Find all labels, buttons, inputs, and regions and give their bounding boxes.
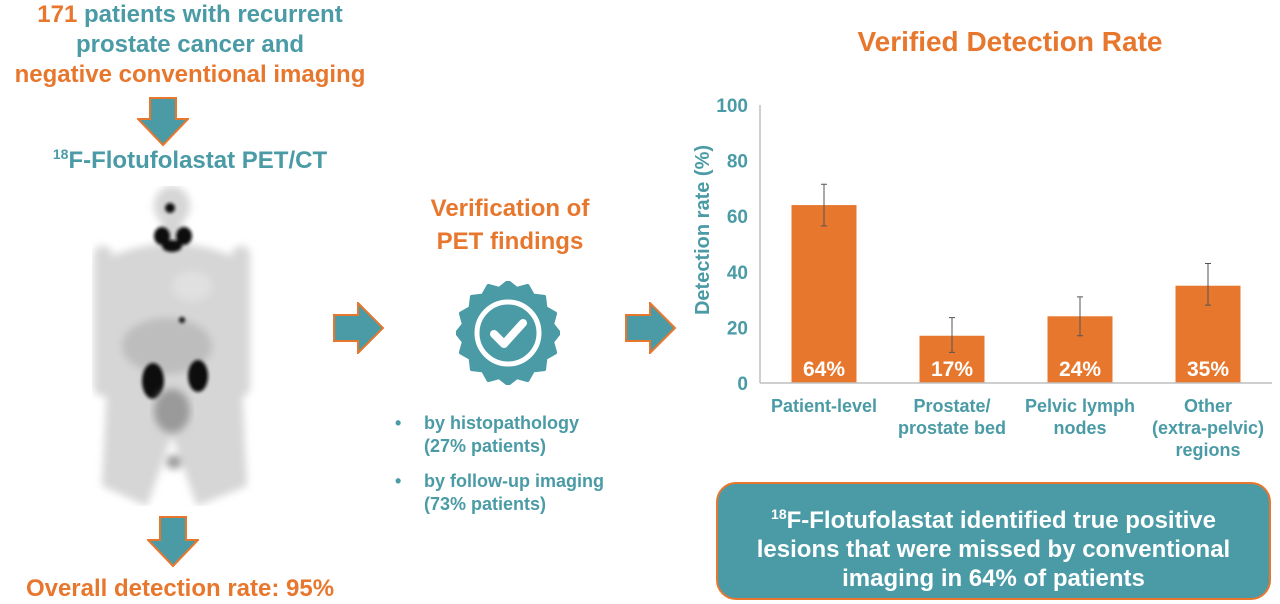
bar-value-label: 17% xyxy=(931,358,973,381)
arrow-down-icon xyxy=(137,97,189,147)
summary-line2: lesions that were missed by conventional xyxy=(756,536,1231,563)
y-tick-label: 80 xyxy=(727,152,748,173)
pet-title: 18F-Flotufolastat PET/CT xyxy=(20,146,360,175)
arrow-right-icon xyxy=(333,302,385,354)
verified-badge-icon xyxy=(456,281,560,385)
chart-title: Verified Detection Rate xyxy=(857,26,1163,57)
patient-count: 171 xyxy=(37,1,78,28)
bullet-dot: • xyxy=(395,471,402,491)
bullet-text-line2: (27% patients) xyxy=(424,436,547,456)
x-category-label: Pelvic lymph nodes xyxy=(1024,396,1136,438)
y-tick-label: 100 xyxy=(716,96,748,117)
bullet-text-line1: by follow-up imaging xyxy=(424,471,604,491)
bar xyxy=(791,205,857,383)
y-tick-label: 0 xyxy=(737,374,748,390)
intro-line2: prostate cancer and xyxy=(75,31,305,58)
bar-value-label: 35% xyxy=(1187,358,1229,381)
bullet-text-line2: (73% patients) xyxy=(424,494,547,514)
intro-line1: patients with recurrent xyxy=(77,1,343,28)
pet-scan-image xyxy=(94,186,250,506)
checkmark-icon xyxy=(490,319,527,348)
detection-rate-chart: Detection rate (%) 0 20 40 60 80 100 64% 17% 24… xyxy=(692,96,1272,390)
verification-title: Verification of PET findings xyxy=(395,192,625,258)
error-bar xyxy=(1077,296,1083,337)
x-category-label: Prostate/prostate bed xyxy=(897,396,1007,438)
bullet-follow-up: • by follow-up imaging (73% patients) xyxy=(395,470,655,520)
arrow-right-icon xyxy=(625,302,677,354)
arrow-down-icon xyxy=(147,516,199,568)
bar-value-label: 24% xyxy=(1059,358,1101,381)
y-tick-label: 60 xyxy=(727,207,748,228)
bullet-histopathology: • by histopathology (27% patients) xyxy=(395,412,655,462)
summary-line3: imaging in 64% of patients xyxy=(842,565,1145,592)
error-bar xyxy=(1205,262,1211,306)
intro-text: 171 patients with recurrent prostate can… xyxy=(0,0,380,90)
x-category-label: Other (extra-pelvic) regions xyxy=(1151,396,1265,460)
bullet-text-line1: by histopathology xyxy=(424,413,579,433)
error-bar xyxy=(949,317,955,353)
summary-box: 18F-Flotufolastat identified true positi… xyxy=(716,482,1271,600)
summary-sup: 18 xyxy=(771,506,787,522)
y-tick-label: 40 xyxy=(727,263,748,284)
pet-title-text: F-Flotufolastat PET/CT xyxy=(68,147,328,174)
y-tick-label: 20 xyxy=(727,318,748,339)
error-bar xyxy=(821,183,827,227)
summary-line1: F-Flotufolastat identified true positive xyxy=(786,507,1216,534)
verification-title-line1: Verification of xyxy=(430,195,590,222)
bar-value-label: 64% xyxy=(803,358,845,381)
verification-title-line2: PET findings xyxy=(436,228,584,255)
y-axis-label: Detection rate (%) xyxy=(692,145,714,315)
x-category-label: Patient-level xyxy=(770,396,878,416)
bullet-dot: • xyxy=(395,413,402,433)
pet-title-sup: 18 xyxy=(52,146,69,162)
intro-line3: negative conventional imaging xyxy=(14,61,366,88)
overall-detection-rate: Overall detection rate: 95% xyxy=(25,575,335,602)
